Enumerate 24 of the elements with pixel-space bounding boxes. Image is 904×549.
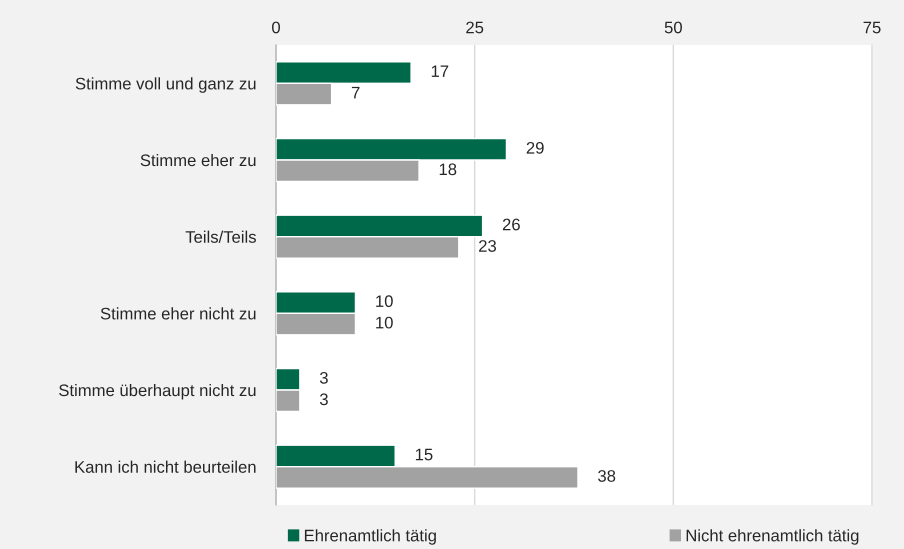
x-tick-label: 75 xyxy=(864,22,881,34)
legend-label: Ehrenamtlich tätig xyxy=(304,529,436,545)
data-label: 23 xyxy=(479,240,496,252)
data-label: 17 xyxy=(432,65,448,77)
y-tick-label: Kann ich nicht beurteilen xyxy=(75,460,256,473)
data-label: 26 xyxy=(502,218,520,230)
data-label: 10 xyxy=(376,295,393,308)
y-tick-label: Stimme eher nicht zu xyxy=(100,307,256,320)
data-label: 10 xyxy=(376,316,393,329)
legend-label: Nicht ehrenamtlich tätig xyxy=(686,529,858,545)
data-label: 3 xyxy=(320,372,328,384)
data-label: 15 xyxy=(416,448,432,460)
data-label: 7 xyxy=(352,86,360,98)
data-label: 18 xyxy=(440,163,456,176)
data-label: 29 xyxy=(526,142,544,154)
x-tick-label: 50 xyxy=(664,22,682,34)
data-label: 3 xyxy=(320,393,328,406)
y-tick-label: Stimme überhaupt nicht zu xyxy=(59,384,256,400)
data-label: 38 xyxy=(598,470,616,482)
y-tick-label: Stimme eher zu xyxy=(140,154,256,166)
x-tick-label: 25 xyxy=(466,22,484,34)
x-tick-label: 0 xyxy=(272,22,280,34)
y-tick-label: Teils/Teils xyxy=(186,230,256,243)
y-tick-label: Stimme voll und ganz zu xyxy=(76,77,256,93)
